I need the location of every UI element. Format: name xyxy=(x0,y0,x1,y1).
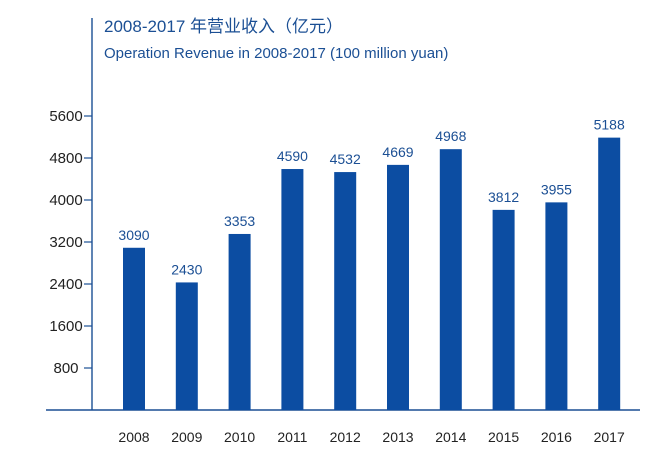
x-tick-label: 2017 xyxy=(594,429,625,445)
bar xyxy=(175,282,198,410)
bar xyxy=(439,149,462,410)
y-tick-label: 800 xyxy=(53,360,78,377)
x-tick-label: 2008 xyxy=(118,429,149,445)
bar xyxy=(598,137,621,410)
y-tick-label: 2400 xyxy=(49,276,82,293)
bar xyxy=(387,164,409,410)
bar xyxy=(492,209,515,410)
x-tick-label: 2009 xyxy=(171,429,202,445)
x-tick-label: 2012 xyxy=(330,429,361,445)
bar xyxy=(545,202,568,410)
x-tick-label: 2013 xyxy=(382,429,413,445)
x-tick-label: 2010 xyxy=(224,429,255,445)
data-label: 4968 xyxy=(435,128,466,144)
bar xyxy=(228,233,251,410)
x-tick-label: 2011 xyxy=(277,429,307,445)
bar xyxy=(334,172,357,410)
data-label: 4590 xyxy=(277,148,308,164)
data-label: 2430 xyxy=(171,261,202,277)
data-label: 3090 xyxy=(118,227,149,243)
chart-title: 2008-2017 年营业收入（亿元） xyxy=(104,17,344,36)
data-label: 3812 xyxy=(488,189,519,205)
y-tick-label: 4000 xyxy=(49,192,82,209)
x-tick-label: 2015 xyxy=(488,429,519,445)
data-label: 3955 xyxy=(541,181,572,197)
y-tick-label: 1600 xyxy=(49,318,82,335)
data-label: 3353 xyxy=(224,213,255,229)
data-label: 4669 xyxy=(382,144,413,160)
bar xyxy=(281,169,304,410)
y-tick-label: 4800 xyxy=(49,150,82,167)
chart-subtitle: Operation Revenue in 2008-2017 (100 mill… xyxy=(104,45,449,62)
data-label: 4532 xyxy=(330,151,361,167)
x-tick-label: 2014 xyxy=(435,429,466,445)
data-label: 5188 xyxy=(594,117,625,133)
y-tick-label: 5600 xyxy=(49,108,82,125)
bar xyxy=(123,247,145,410)
y-tick-label: 3200 xyxy=(49,234,82,251)
x-tick-label: 2016 xyxy=(541,429,572,445)
